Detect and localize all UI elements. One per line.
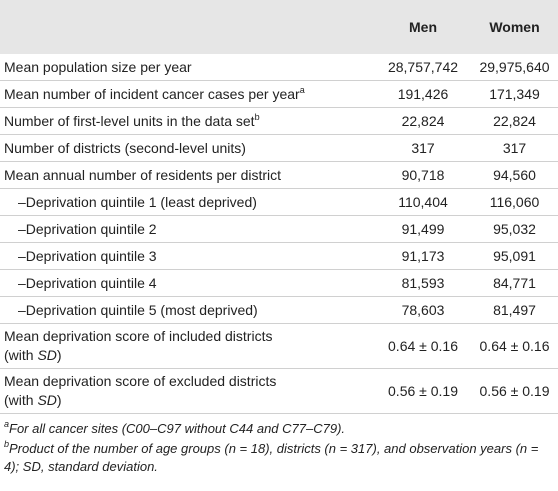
- data-table: Men Women Mean population size per year 28…: [0, 0, 558, 414]
- men-value: 91,173: [375, 242, 471, 270]
- women-value: 81,497: [471, 296, 558, 324]
- label-text: –Deprivation quintile 2: [18, 220, 157, 237]
- men-value: 317: [375, 134, 471, 162]
- table-row: –Deprivation quintile 3 91,173 95,091: [0, 242, 558, 270]
- label-text: –Deprivation quintile 4: [18, 274, 157, 291]
- row-label: Mean population size per year: [0, 54, 375, 81]
- table-row: Number of first-level units in the data …: [0, 107, 558, 135]
- table-row: Mean deprivation score of included distr…: [0, 323, 558, 369]
- label-text: –Deprivation quintile 1 (least deprived): [18, 193, 257, 210]
- men-value: 191,426: [375, 80, 471, 108]
- footnote: aFor all cancer sites (C00–C97 without C…: [4, 420, 554, 438]
- table-row: –Deprivation quintile 1 (least deprived)…: [0, 188, 558, 216]
- footnote-marker: a: [299, 84, 305, 95]
- table-row: –Deprivation quintile 2 91,499 95,032: [0, 215, 558, 243]
- footnote: bProduct of the number of age groups (n …: [4, 440, 554, 476]
- label-text: ): [56, 347, 62, 363]
- footnote-marker: a: [4, 419, 10, 429]
- table-row: –Deprivation quintile 5 (most deprived) 7…: [0, 296, 558, 324]
- row-label: Number of districts (second-level units): [0, 134, 375, 162]
- label-text: Mean number of incident cancer cases per…: [4, 85, 300, 102]
- label-text: Mean annual number of residents per dist…: [4, 166, 282, 183]
- label-text: Number of first-level units in the data …: [4, 112, 255, 129]
- row-label: Mean deprivation score of included distr…: [0, 323, 375, 369]
- table-row: Mean population size per year 28,757,742 2…: [0, 54, 558, 81]
- row-label: Mean annual number of residents per dist…: [0, 161, 375, 189]
- women-value: 0.56 ± 0.19: [471, 368, 558, 414]
- label-text: Mean population size per year: [4, 58, 192, 75]
- women-value: 22,824: [471, 107, 558, 135]
- row-label: –Deprivation quintile 3: [0, 242, 375, 270]
- label-text: Number of districts (second-level units): [4, 139, 246, 156]
- header-row: Men Women: [0, 0, 558, 54]
- label-text: Mean deprivation score of excluded distr…: [4, 373, 277, 389]
- table-row: Mean number of incident cancer cases per…: [0, 80, 558, 108]
- table-row: Mean annual number of residents per dist…: [0, 161, 558, 189]
- men-value: 90,718: [375, 161, 471, 189]
- footnote-marker: b: [254, 111, 260, 122]
- table-row: –Deprivation quintile 4 81,593 84,771: [0, 269, 558, 297]
- label-text: (with: [4, 347, 38, 363]
- table-row: Mean deprivation score of excluded distr…: [0, 368, 558, 414]
- header-cell: Men: [375, 0, 471, 54]
- label-text: –Deprivation quintile 5 (most deprived): [18, 301, 258, 318]
- men-value: 81,593: [375, 269, 471, 297]
- women-value: 95,032: [471, 215, 558, 243]
- women-value: 171,349: [471, 80, 558, 108]
- men-value: 0.64 ± 0.16: [375, 323, 471, 369]
- label-text: ): [56, 392, 62, 408]
- row-label: –Deprivation quintile 4: [0, 269, 375, 297]
- footnote-marker: b: [4, 439, 10, 449]
- men-value: 78,603: [375, 296, 471, 324]
- footnote-text: Product of the number of age groups (n =…: [4, 441, 539, 474]
- men-value: 91,499: [375, 215, 471, 243]
- footnote-text: For all cancer sites (C00–C97 without C4…: [9, 421, 346, 436]
- label-text: SD: [37, 347, 57, 363]
- men-value: 22,824: [375, 107, 471, 135]
- header-cell: Women: [471, 0, 558, 54]
- row-label: –Deprivation quintile 5 (most deprived): [0, 296, 375, 324]
- women-value: 84,771: [471, 269, 558, 297]
- row-label: Mean deprivation score of excluded distr…: [0, 368, 375, 414]
- table-row: Number of districts (second-level units)…: [0, 134, 558, 162]
- label-text: SD: [37, 392, 57, 408]
- women-value: 116,060: [471, 188, 558, 216]
- row-label: –Deprivation quintile 1 (least deprived): [0, 188, 375, 216]
- row-label: –Deprivation quintile 2: [0, 215, 375, 243]
- label-text: (with: [4, 392, 38, 408]
- women-value: 95,091: [471, 242, 558, 270]
- men-value: 110,404: [375, 188, 471, 216]
- row-label: Number of first-level units in the data …: [0, 107, 375, 135]
- women-value: 317: [471, 134, 558, 162]
- label-text: Mean deprivation score of included distr…: [4, 328, 273, 344]
- men-value: 28,757,742: [375, 54, 471, 81]
- footnotes: aFor all cancer sites (C00–C97 without C…: [0, 414, 558, 476]
- women-value: 29,975,640: [471, 54, 558, 81]
- label-text: –Deprivation quintile 3: [18, 247, 157, 264]
- women-value: 0.64 ± 0.16: [471, 323, 558, 369]
- header-cell: [0, 0, 375, 54]
- women-value: 94,560: [471, 161, 558, 189]
- row-label: Mean number of incident cancer cases per…: [0, 80, 375, 108]
- men-value: 0.56 ± 0.19: [375, 368, 471, 414]
